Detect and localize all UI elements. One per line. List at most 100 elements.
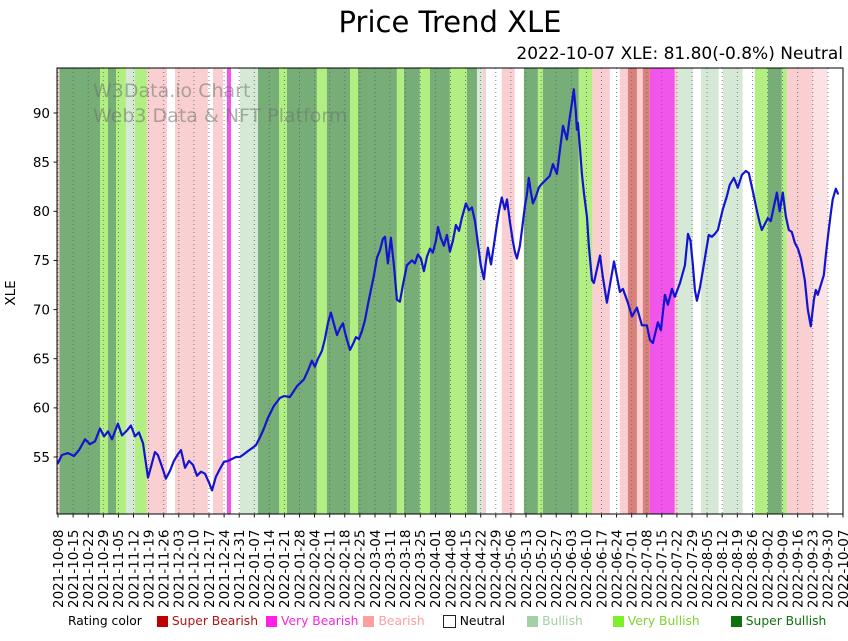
x-tick-label: 2022-02-18 [338,530,354,608]
rating-band-bullish [700,68,719,514]
rating-band-neutral [742,68,755,514]
rating-band-super_bullish [358,68,397,514]
rating-band-very_bullish [396,68,404,514]
x-tick-label: 2022-04-29 [489,530,505,608]
very-bearish-swatch-icon [266,615,277,627]
x-tick-label: 2022-07-15 [655,530,671,608]
x-tick-label: 2021-12-10 [187,530,203,608]
rating-band-very_bullish [116,68,126,514]
rating-band-bullish [239,68,258,514]
rating-band-super_bullish [258,68,279,514]
rating-band-super_bullish [326,68,350,514]
rating-band-bearish [213,68,223,514]
x-tick-label: 2022-03-11 [383,530,399,608]
x-tick-label: 2022-05-27 [549,530,565,608]
y-tick-label: 75 [33,253,50,269]
rating-band-super_bullish [403,68,420,514]
y-axis-ticks: 55 60 65 70 75 80 85 90 [33,106,57,466]
rating-band-bearish [786,68,813,514]
x-tick-label: 2021-12-03 [172,530,188,608]
y-tick-label: 70 [33,302,50,318]
rating-band-bearish_light [812,68,828,514]
rating-band-very_bullish [781,68,787,514]
rating-band-neutral [692,68,701,514]
x-tick-label: 2022-05-06 [504,530,520,608]
x-tick-label: 2022-08-19 [730,530,746,608]
x-axis-ticks: 2021-10-08 2021-10-15 2021-10-22 2021-10-29… [51,514,848,608]
rating-band-neutral [609,68,620,514]
rating-band-very_bullish [449,68,467,514]
bullish-swatch-icon [527,615,539,627]
rating-band-very_bullish [419,68,430,514]
x-tick-label: 2021-12-31 [232,530,248,608]
x-tick-label: 2021-12-24 [217,530,233,608]
legend-label-super-bullish: Super Bullish [745,614,827,628]
x-tick-label: 2021-10-08 [51,530,67,608]
rating-band-bearish [483,68,486,514]
chart-title: Price Trend XLE [338,5,562,39]
rating-band-very_bullish [754,68,768,514]
rating-band-very_bullish [316,68,327,514]
x-tick-label: 2022-03-18 [398,530,414,608]
x-tick-label: 2022-08-05 [700,530,716,608]
x-tick-label: 2022-03-25 [413,530,429,608]
rating-band-super_bullish [523,68,538,514]
x-tick-label: 2022-01-21 [277,530,293,608]
rating-legend: Rating color Super Bearish Very Bearish Be… [68,614,826,628]
x-tick-label: 2022-09-09 [775,530,791,608]
x-tick-label: 2022-05-20 [534,530,550,608]
rating-band-very_bullish [350,68,358,514]
price-line [56,88,839,492]
rating-bands [57,68,843,514]
chart-subtitle: 2022-10-07 XLE: 81.80(-0.8%) Neutral [516,44,843,64]
y-tick-label: 90 [33,106,50,122]
legend-label-bullish: Bullish [542,614,583,628]
rating-band-super_bullish [59,68,100,514]
rating-band-bullish [722,68,743,514]
x-tick-label: 2022-02-11 [323,530,339,608]
x-tick-label: 2022-09-16 [791,530,807,608]
x-tick-label: 2022-09-23 [806,530,822,608]
rating-band-neutral [718,68,723,514]
rating-band-super_bullish [108,68,116,514]
x-tick-label: 2022-02-25 [353,530,369,608]
x-tick-label: 2021-11-05 [111,530,127,608]
legend-item-very-bullish: Very Bullish [612,614,700,628]
legend-label-bearish: Bearish [378,614,425,628]
x-tick-label: 2022-01-07 [247,530,263,608]
rating-band-very_bullish [279,68,287,514]
rating-band-super_bullish [767,68,782,514]
legend-title: Rating color [68,614,142,628]
rating-band-neutral [514,68,524,514]
rating-band-super_bullish [467,68,477,514]
x-tick-label: 2021-11-19 [141,530,157,608]
x-tick-label: 2022-10-07 [836,530,848,608]
x-tick-label: 2022-01-14 [262,530,278,608]
x-tick-label: 2022-02-04 [307,530,323,608]
x-tick-label: 2022-09-02 [760,530,776,608]
x-tick-label: 2022-08-12 [715,530,731,608]
rating-band-super_bearish [627,68,637,514]
rating-band-very_bullish [578,68,593,514]
x-tick-label: 2022-07-22 [670,530,686,608]
x-tick-label: 2022-04-08 [443,530,459,608]
rating-band-neutral [486,68,502,514]
legend-label-very-bullish: Very Bullish [627,614,700,628]
y-tick-label: 55 [33,450,50,466]
x-tick-label: 2021-10-29 [96,530,112,608]
y-tick-label: 60 [33,401,50,417]
y-tick-label: 85 [33,155,50,171]
neutral-swatch-icon [442,614,456,628]
rating-band-bearish [175,68,208,514]
rating-band-neutral [827,68,843,514]
legend-item-super-bullish: Super Bullish [730,614,827,628]
x-tick-label: 2022-04-15 [458,530,474,608]
plot-frame [56,67,844,515]
x-tick-label: 2022-08-26 [745,530,761,608]
rating-band-super_bullish [430,68,450,514]
rating-band-very_bearish [226,68,231,514]
rating-band-neutral [231,68,240,514]
legend-item-bearish: Bearish [363,614,425,628]
